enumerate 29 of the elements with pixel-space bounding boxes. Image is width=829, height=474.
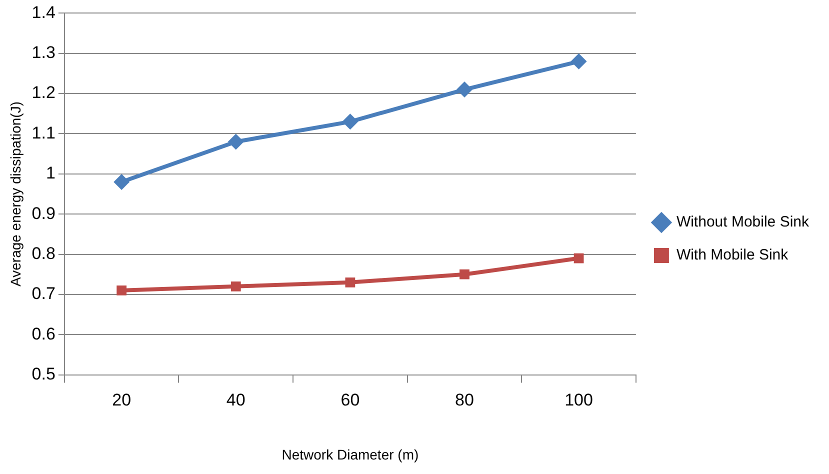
x-tick-label: 20 bbox=[112, 390, 132, 410]
point bbox=[460, 269, 470, 280]
x-tick-label: 40 bbox=[226, 390, 246, 410]
point bbox=[570, 53, 587, 70]
x-axis-title: Network Diameter (m) bbox=[282, 446, 419, 462]
point bbox=[345, 277, 356, 288]
y-tick-label: 1.1 bbox=[32, 123, 56, 142]
point bbox=[456, 82, 472, 98]
y-tick-label: 1.4 bbox=[32, 2, 56, 22]
y-tick-label: 1 bbox=[46, 164, 56, 183]
y-tick-label: 0.8 bbox=[32, 244, 56, 263]
y-axis-title: Average energy dissipation(J) bbox=[7, 102, 24, 286]
y-tick-label: 0.7 bbox=[32, 284, 56, 304]
point bbox=[114, 174, 130, 190]
point bbox=[574, 253, 584, 264]
y-tick-label: 0.5 bbox=[32, 364, 56, 384]
y-tick-label: 0.6 bbox=[32, 324, 56, 344]
y-tick-label: 0.9 bbox=[32, 204, 56, 223]
point bbox=[116, 285, 127, 296]
x-tick-label: 100 bbox=[564, 390, 593, 410]
y-tick-label: 1.3 bbox=[32, 43, 56, 62]
x-tick-label: 80 bbox=[455, 390, 474, 410]
legend-label: Without Mobile Sink bbox=[676, 214, 810, 231]
point bbox=[342, 114, 358, 130]
y-tick-label: 1.2 bbox=[32, 83, 56, 102]
x-tick-label: 60 bbox=[340, 390, 360, 410]
legend-label: With Mobile Sink bbox=[676, 246, 789, 264]
point bbox=[230, 281, 241, 292]
point bbox=[228, 134, 244, 150]
